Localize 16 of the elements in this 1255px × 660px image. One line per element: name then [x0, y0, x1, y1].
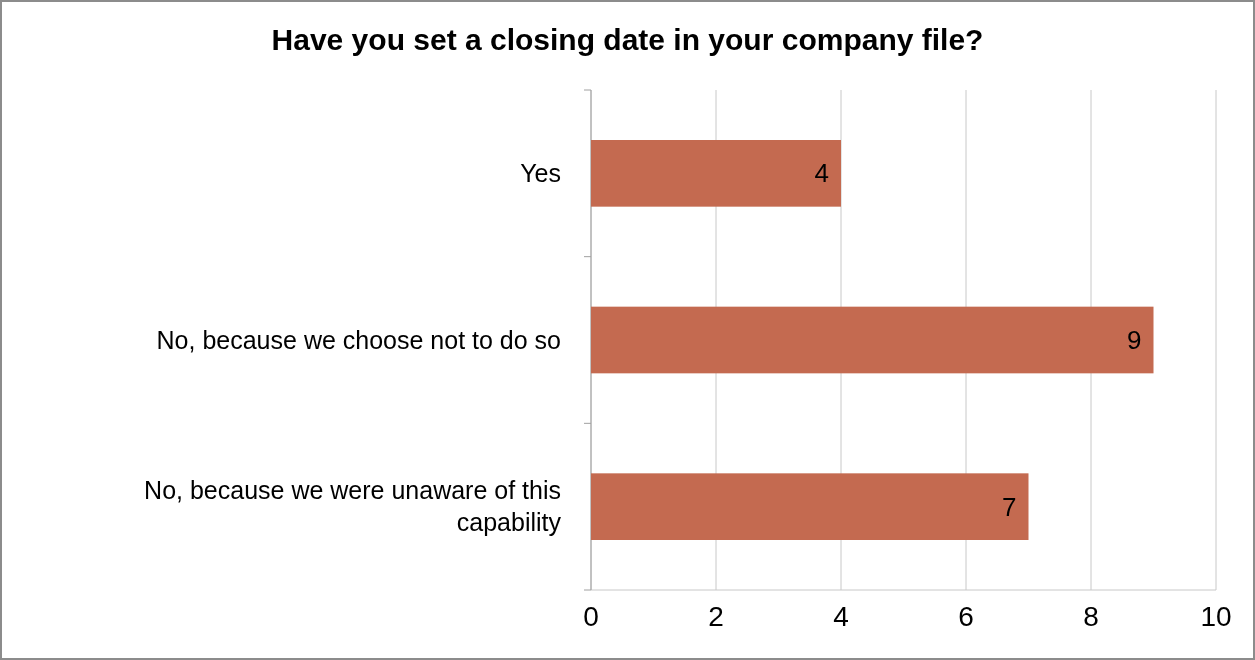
x-tick-label: 6: [958, 601, 974, 632]
chart-title: Have you set a closing date in your company file?: [271, 23, 984, 56]
bar: [591, 140, 841, 207]
y-tick-label: No, because we choose not to do so: [156, 325, 561, 354]
x-tick-label: 0: [583, 601, 599, 632]
data-label: 9: [1127, 325, 1142, 356]
x-tick-label: 2: [708, 601, 724, 632]
x-tick-label: 10: [1200, 601, 1232, 632]
data-label: 4: [814, 158, 829, 189]
x-tick-label: 4: [833, 601, 849, 632]
bar: [591, 473, 1029, 540]
x-tick-label: 8: [1083, 601, 1099, 632]
data-label: 7: [1002, 491, 1017, 522]
bar: [591, 306, 1154, 374]
y-tick-label: Yes: [520, 159, 561, 188]
y-tick-label: No, because we were unaware of this capability: [144, 476, 562, 537]
